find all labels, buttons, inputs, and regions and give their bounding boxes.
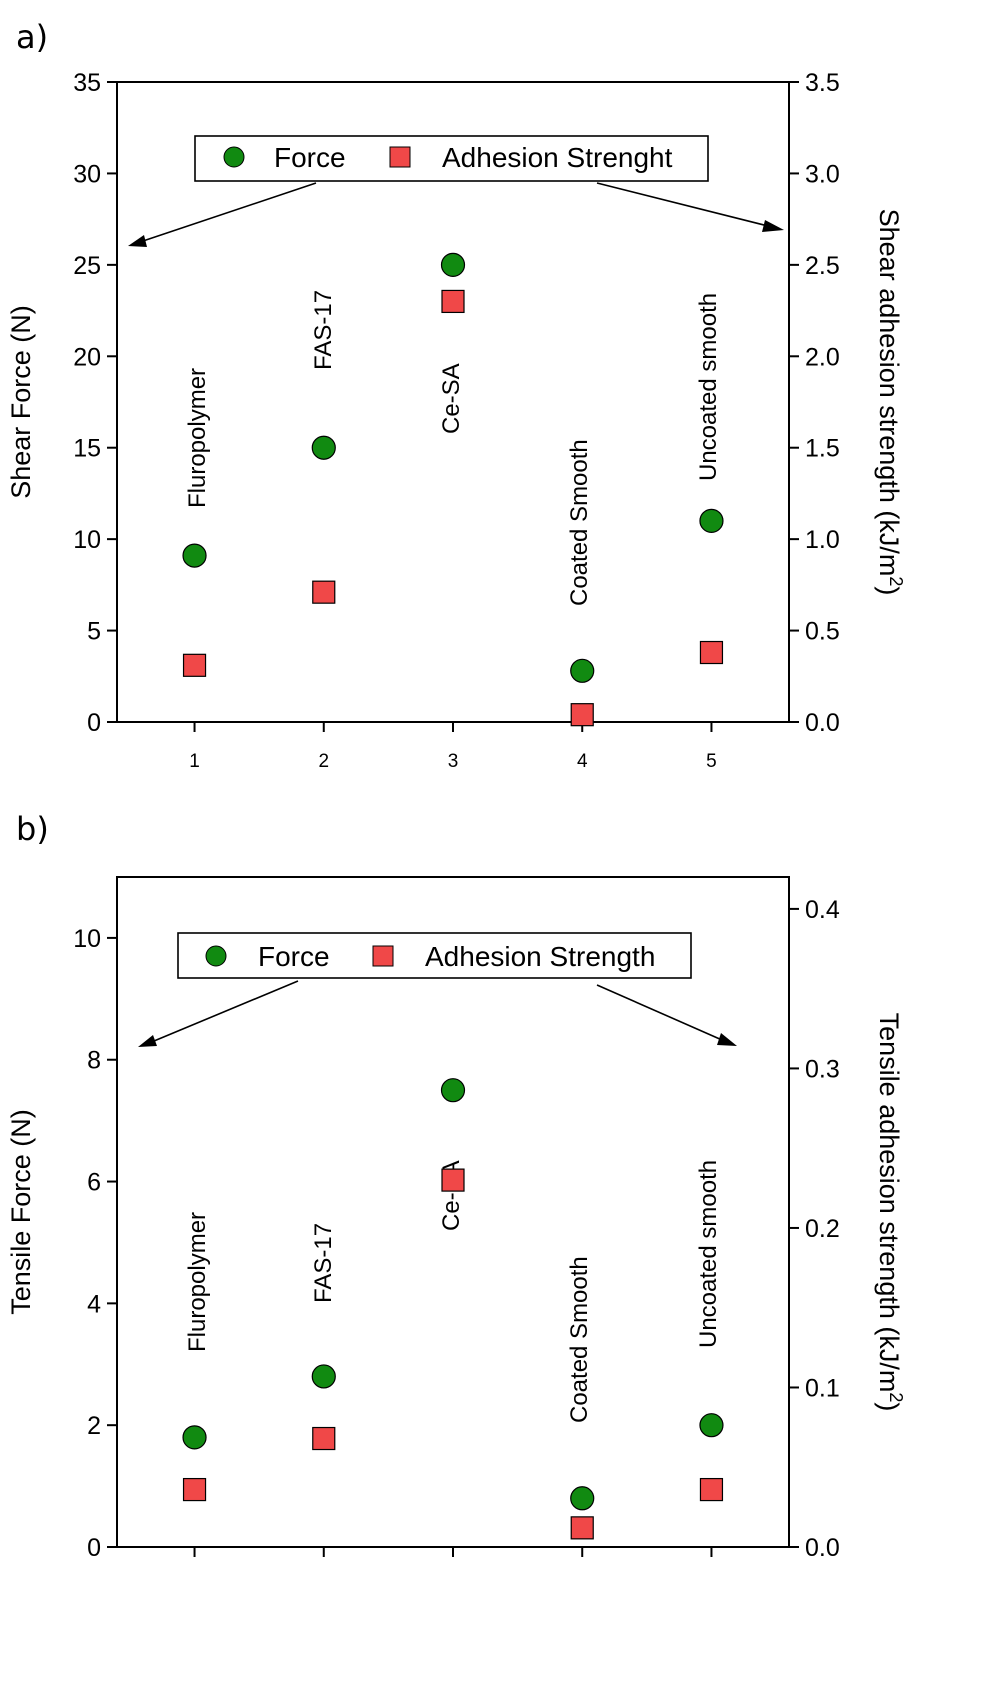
legend-box <box>177 932 692 979</box>
force-point <box>699 508 724 533</box>
adhesion-strength-point <box>182 1477 207 1502</box>
adhesion-strength-point <box>312 1426 336 1451</box>
panel-b-label: b) <box>16 810 49 848</box>
right-tick-label: 2.0 <box>805 343 840 371</box>
left-tick-label: 5 <box>87 618 101 646</box>
left-tick-label: 0 <box>87 709 101 737</box>
legend-adhesion-label: Adhesion Strength <box>425 941 655 972</box>
x-tick-label: 3 <box>448 751 459 772</box>
data-markers <box>182 252 724 727</box>
x-tick-label: 4 <box>577 751 588 772</box>
right-tick-label: 0.1 <box>805 1374 840 1402</box>
right-axis-ticks: 0.0 0.1 0.2 0.3 0.4 <box>789 896 840 1562</box>
left-tick-label: 25 <box>73 252 101 280</box>
category-label-fas-17: FAS-17 <box>310 290 337 370</box>
arrowhead-right <box>717 1033 737 1046</box>
adhesion-strength-point <box>441 289 465 314</box>
legend: Force Adhesion Strenght <box>194 135 709 182</box>
legend-force-label: Force <box>274 142 346 173</box>
left-axis-ticks: 0 2 4 6 8 10 <box>73 925 117 1562</box>
left-tick-label: 15 <box>73 435 101 463</box>
right-tick-label: 0.4 <box>805 896 840 924</box>
force-point <box>311 1364 336 1389</box>
x-axis-ticks <box>193 1547 713 1557</box>
category-label-ce-sa: Ce-SA <box>438 363 465 434</box>
arrowhead-left <box>128 235 147 247</box>
x-tick-label: 5 <box>706 751 717 772</box>
x-tick-label: 1 <box>189 751 200 772</box>
force-point <box>182 543 207 568</box>
left-tick-label: 10 <box>73 526 101 554</box>
category-label-uncoated-smooth: Uncoated smooth <box>695 293 722 481</box>
data-markers <box>182 1078 724 1540</box>
force-point <box>699 1413 724 1438</box>
panel-a-label: a) <box>16 18 48 56</box>
right-tick-label: 1.5 <box>805 435 840 463</box>
category-label-fluropolymer: Fluropolymer <box>184 368 211 508</box>
arrowhead-right <box>762 220 784 232</box>
category-label-uncoated-smooth: Uncoated smooth <box>695 1160 722 1348</box>
left-tick-label: 10 <box>73 925 101 953</box>
right-tick-label: 0.0 <box>805 709 840 737</box>
legend-adhesion-label: Adhesion Strenght <box>442 142 673 173</box>
legend-adhesion-marker <box>372 945 394 967</box>
right-tick-label: 0.0 <box>805 1534 840 1562</box>
arrow-to-right-axis <box>596 984 723 1041</box>
right-tick-label: 0.3 <box>805 1055 840 1083</box>
arrow-to-right-axis <box>596 182 769 227</box>
left-tick-label: 20 <box>73 343 101 371</box>
x-tick-label: 2 <box>318 751 329 772</box>
left-tick-label: 30 <box>73 160 101 188</box>
right-tick-label: 2.5 <box>805 252 840 280</box>
x-axis-ticks: 1 2 3 4 5 <box>189 722 717 772</box>
right-tick-label: 1.0 <box>805 526 840 554</box>
left-axis-title: Tensile Force (N) <box>6 1109 36 1315</box>
force-point <box>311 435 336 460</box>
right-tick-label: 3.0 <box>805 160 840 188</box>
left-tick-label: 0 <box>87 1534 101 1562</box>
right-axis-title: Shear adhesion strength (kJ/m2) <box>874 209 906 596</box>
adhesion-strength-point <box>441 1168 465 1192</box>
left-tick-label: 6 <box>87 1169 101 1197</box>
force-point <box>570 658 595 683</box>
legend-force-marker <box>223 146 245 168</box>
force-point <box>440 1078 466 1103</box>
force-point <box>182 1425 207 1450</box>
category-label-coated-smooth: Coated Smooth <box>566 1256 593 1423</box>
category-label-fas-17: FAS-17 <box>310 1223 337 1303</box>
left-axis-ticks: 0 5 10 15 20 25 30 35 <box>73 69 117 737</box>
arrow-to-left-axis <box>142 182 317 242</box>
legend-box <box>194 135 709 182</box>
right-tick-label: 0.2 <box>805 1215 840 1243</box>
panel-b-tensile-chart: b) 0 2 4 6 8 10 0.0 0.1 0.2 0.3 0.4 Tensile Force… <box>6 810 906 1562</box>
legend-force-label: Force <box>258 941 330 972</box>
left-axis-title: Shear Force (N) <box>6 305 36 499</box>
adhesion-strength-point <box>699 640 724 665</box>
adhesion-strength-point <box>570 703 594 727</box>
adhesion-strength-point <box>312 580 336 604</box>
right-axis-ticks: 0.0 0.5 1.0 1.5 2.0 2.5 3.0 3.5 <box>789 69 840 737</box>
left-tick-label: 2 <box>87 1412 101 1440</box>
legend-adhesion-marker <box>389 146 411 168</box>
arrow-to-left-axis <box>153 980 299 1042</box>
category-label-fluropolymer: Fluropolymer <box>184 1212 211 1352</box>
left-tick-label: 4 <box>87 1290 101 1318</box>
right-tick-label: 3.5 <box>805 69 840 97</box>
right-tick-label: 0.5 <box>805 618 840 646</box>
force-point <box>570 1486 595 1511</box>
left-tick-label: 8 <box>87 1047 101 1075</box>
legend-force-marker <box>205 945 227 967</box>
adhesion-strength-point <box>699 1477 724 1502</box>
left-tick-label: 35 <box>73 69 101 97</box>
adhesion-strength-point <box>182 653 207 677</box>
right-axis-title: Tensile adhesion strength (kJ/m2) <box>874 1013 906 1412</box>
category-label-coated-smooth: Coated Smooth <box>566 439 593 606</box>
force-point <box>440 252 466 277</box>
arrowhead-left <box>138 1035 157 1047</box>
legend: Force Adhesion Strength <box>177 932 692 979</box>
adhesion-strength-point <box>570 1516 594 1540</box>
